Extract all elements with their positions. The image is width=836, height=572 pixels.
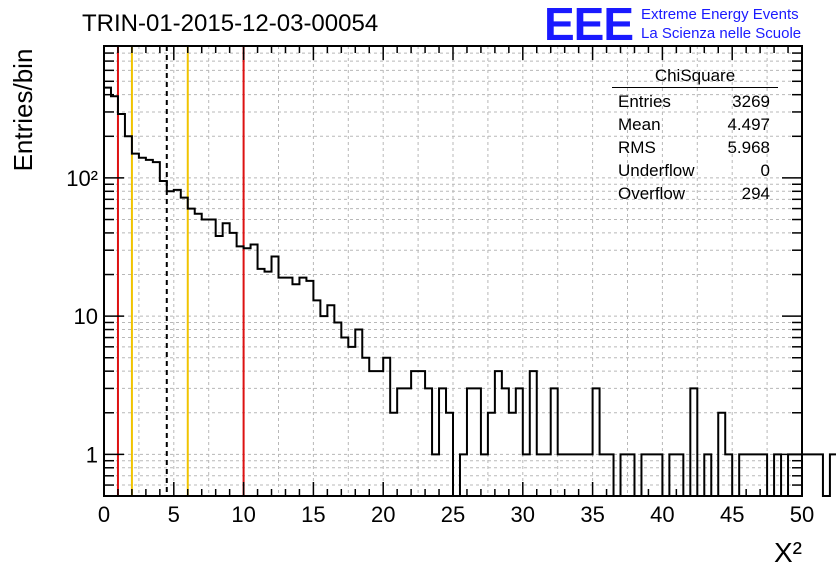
- x-axis-label: X²: [774, 537, 802, 568]
- logo-line-1: Extreme Energy Events: [641, 6, 799, 23]
- stats-row-mean: Mean 4.497: [612, 113, 778, 136]
- stats-entries-value: 3269: [732, 92, 770, 111]
- x-tick-label: 25: [441, 502, 465, 527]
- stats-row-rms: RMS 5.968: [612, 136, 778, 159]
- y-tick-label: 1: [86, 442, 98, 467]
- stats-rms-value: 5.968: [727, 138, 770, 157]
- x-tick-label: 10: [231, 502, 255, 527]
- x-tick-label: 40: [650, 502, 674, 527]
- x-tick-label: 30: [511, 502, 535, 527]
- y-axis-ticks: 1 10 10²: [66, 52, 802, 486]
- stats-entries-label: Entries: [618, 92, 671, 111]
- logo-mark: EEE: [544, 0, 634, 50]
- x-tick-label: 20: [371, 502, 395, 527]
- histogram-line: [104, 86, 836, 497]
- stats-row-entries: Entries 3269: [612, 90, 778, 113]
- x-tick-label: 0: [98, 502, 110, 527]
- stats-box: ChiSquare Entries 3269 Mean 4.497 RMS 5.…: [612, 66, 778, 205]
- x-tick-label: 45: [720, 502, 744, 527]
- logo-line-2: La Scienza nelle Scuole: [641, 25, 802, 42]
- y-axis-label: Entries/bin: [8, 49, 38, 172]
- stats-overflow-label: Overflow: [618, 184, 686, 203]
- stats-underflow-value: 0: [760, 161, 770, 180]
- eee-logo: EEE Extreme Energy Events La Scienza nel…: [544, 0, 801, 50]
- x-tick-label: 5: [168, 502, 180, 527]
- logo-text: Extreme Energy Events La Scienza nelle S…: [641, 5, 801, 43]
- stats-row-overflow: Overflow 294: [612, 182, 778, 205]
- stats-title: ChiSquare: [612, 66, 778, 88]
- x-tick-label: 15: [301, 502, 325, 527]
- y-tick-label: 10²: [66, 166, 98, 191]
- y-tick-label: 10: [74, 304, 98, 329]
- reference-lines: [116, 46, 245, 496]
- stats-mean-label: Mean: [618, 115, 661, 134]
- x-tick-label: 35: [580, 502, 604, 527]
- stats-rms-label: RMS: [618, 138, 656, 157]
- chart-title: TRIN-01-2015-12-03-00054: [82, 10, 379, 37]
- stats-row-underflow: Underflow 0: [612, 159, 778, 182]
- stats-mean-value: 4.497: [727, 115, 770, 134]
- x-tick-label: 50: [790, 502, 814, 527]
- stats-overflow-value: 294: [741, 184, 770, 203]
- x-axis-ticks: 0 5 10 15 20 25 30 35 40 45 50: [98, 46, 814, 527]
- stats-underflow-label: Underflow: [618, 161, 695, 180]
